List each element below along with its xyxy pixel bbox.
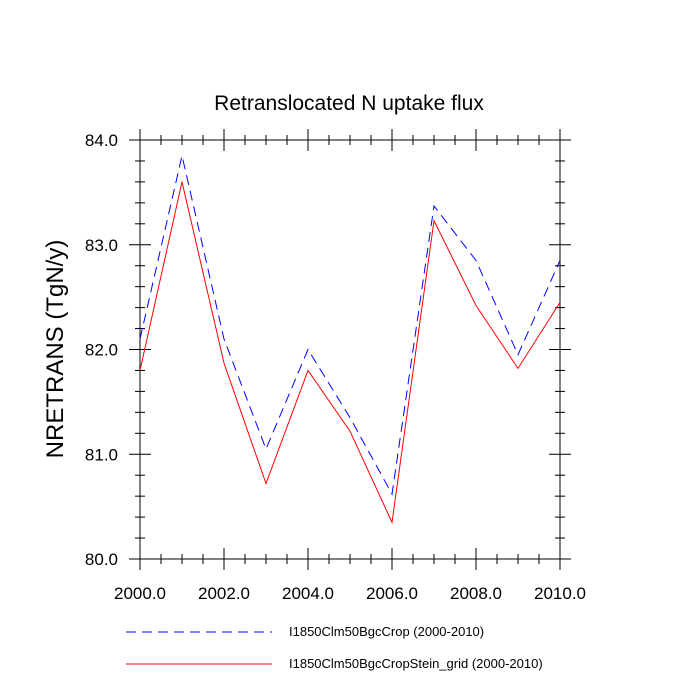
y-axis-label: NRETRANS (TgN/y) (42, 240, 69, 459)
x-tick-label: 2000.0 (114, 584, 166, 603)
x-tick-label: 2002.0 (198, 584, 250, 603)
x-tick-label: 2008.0 (450, 584, 502, 603)
y-tick-label: 84.0 (85, 131, 118, 150)
y-tick-label: 80.0 (85, 550, 118, 569)
series-line-1 (139, 155, 561, 496)
series-line-2 (139, 181, 561, 525)
legend: I1850Clm50BgcCrop (2000-2010) I1850Clm50B… (126, 624, 543, 671)
legend-label-1: I1850Clm50BgcCrop (2000-2010) (289, 624, 484, 639)
plot-frame (139, 139, 561, 560)
y-tick-label: 81.0 (85, 445, 118, 464)
x-tick-label: 2006.0 (366, 584, 418, 603)
x-tick-label: 2010.0 (534, 584, 586, 603)
legend-label-2: I1850Clm50BgcCropStein_grid (2000-2010) (289, 656, 543, 671)
y-tick-label: 82.0 (85, 341, 118, 360)
plot-area: 2000.0 2002.0 2004.0 2006.0 2008.0 2010.0 80.0… (85, 129, 586, 603)
chart-title: Retranslocated N uptake flux (214, 92, 484, 115)
x-tick-label: 2004.0 (282, 584, 334, 603)
y-tick-label: 83.0 (85, 236, 118, 255)
